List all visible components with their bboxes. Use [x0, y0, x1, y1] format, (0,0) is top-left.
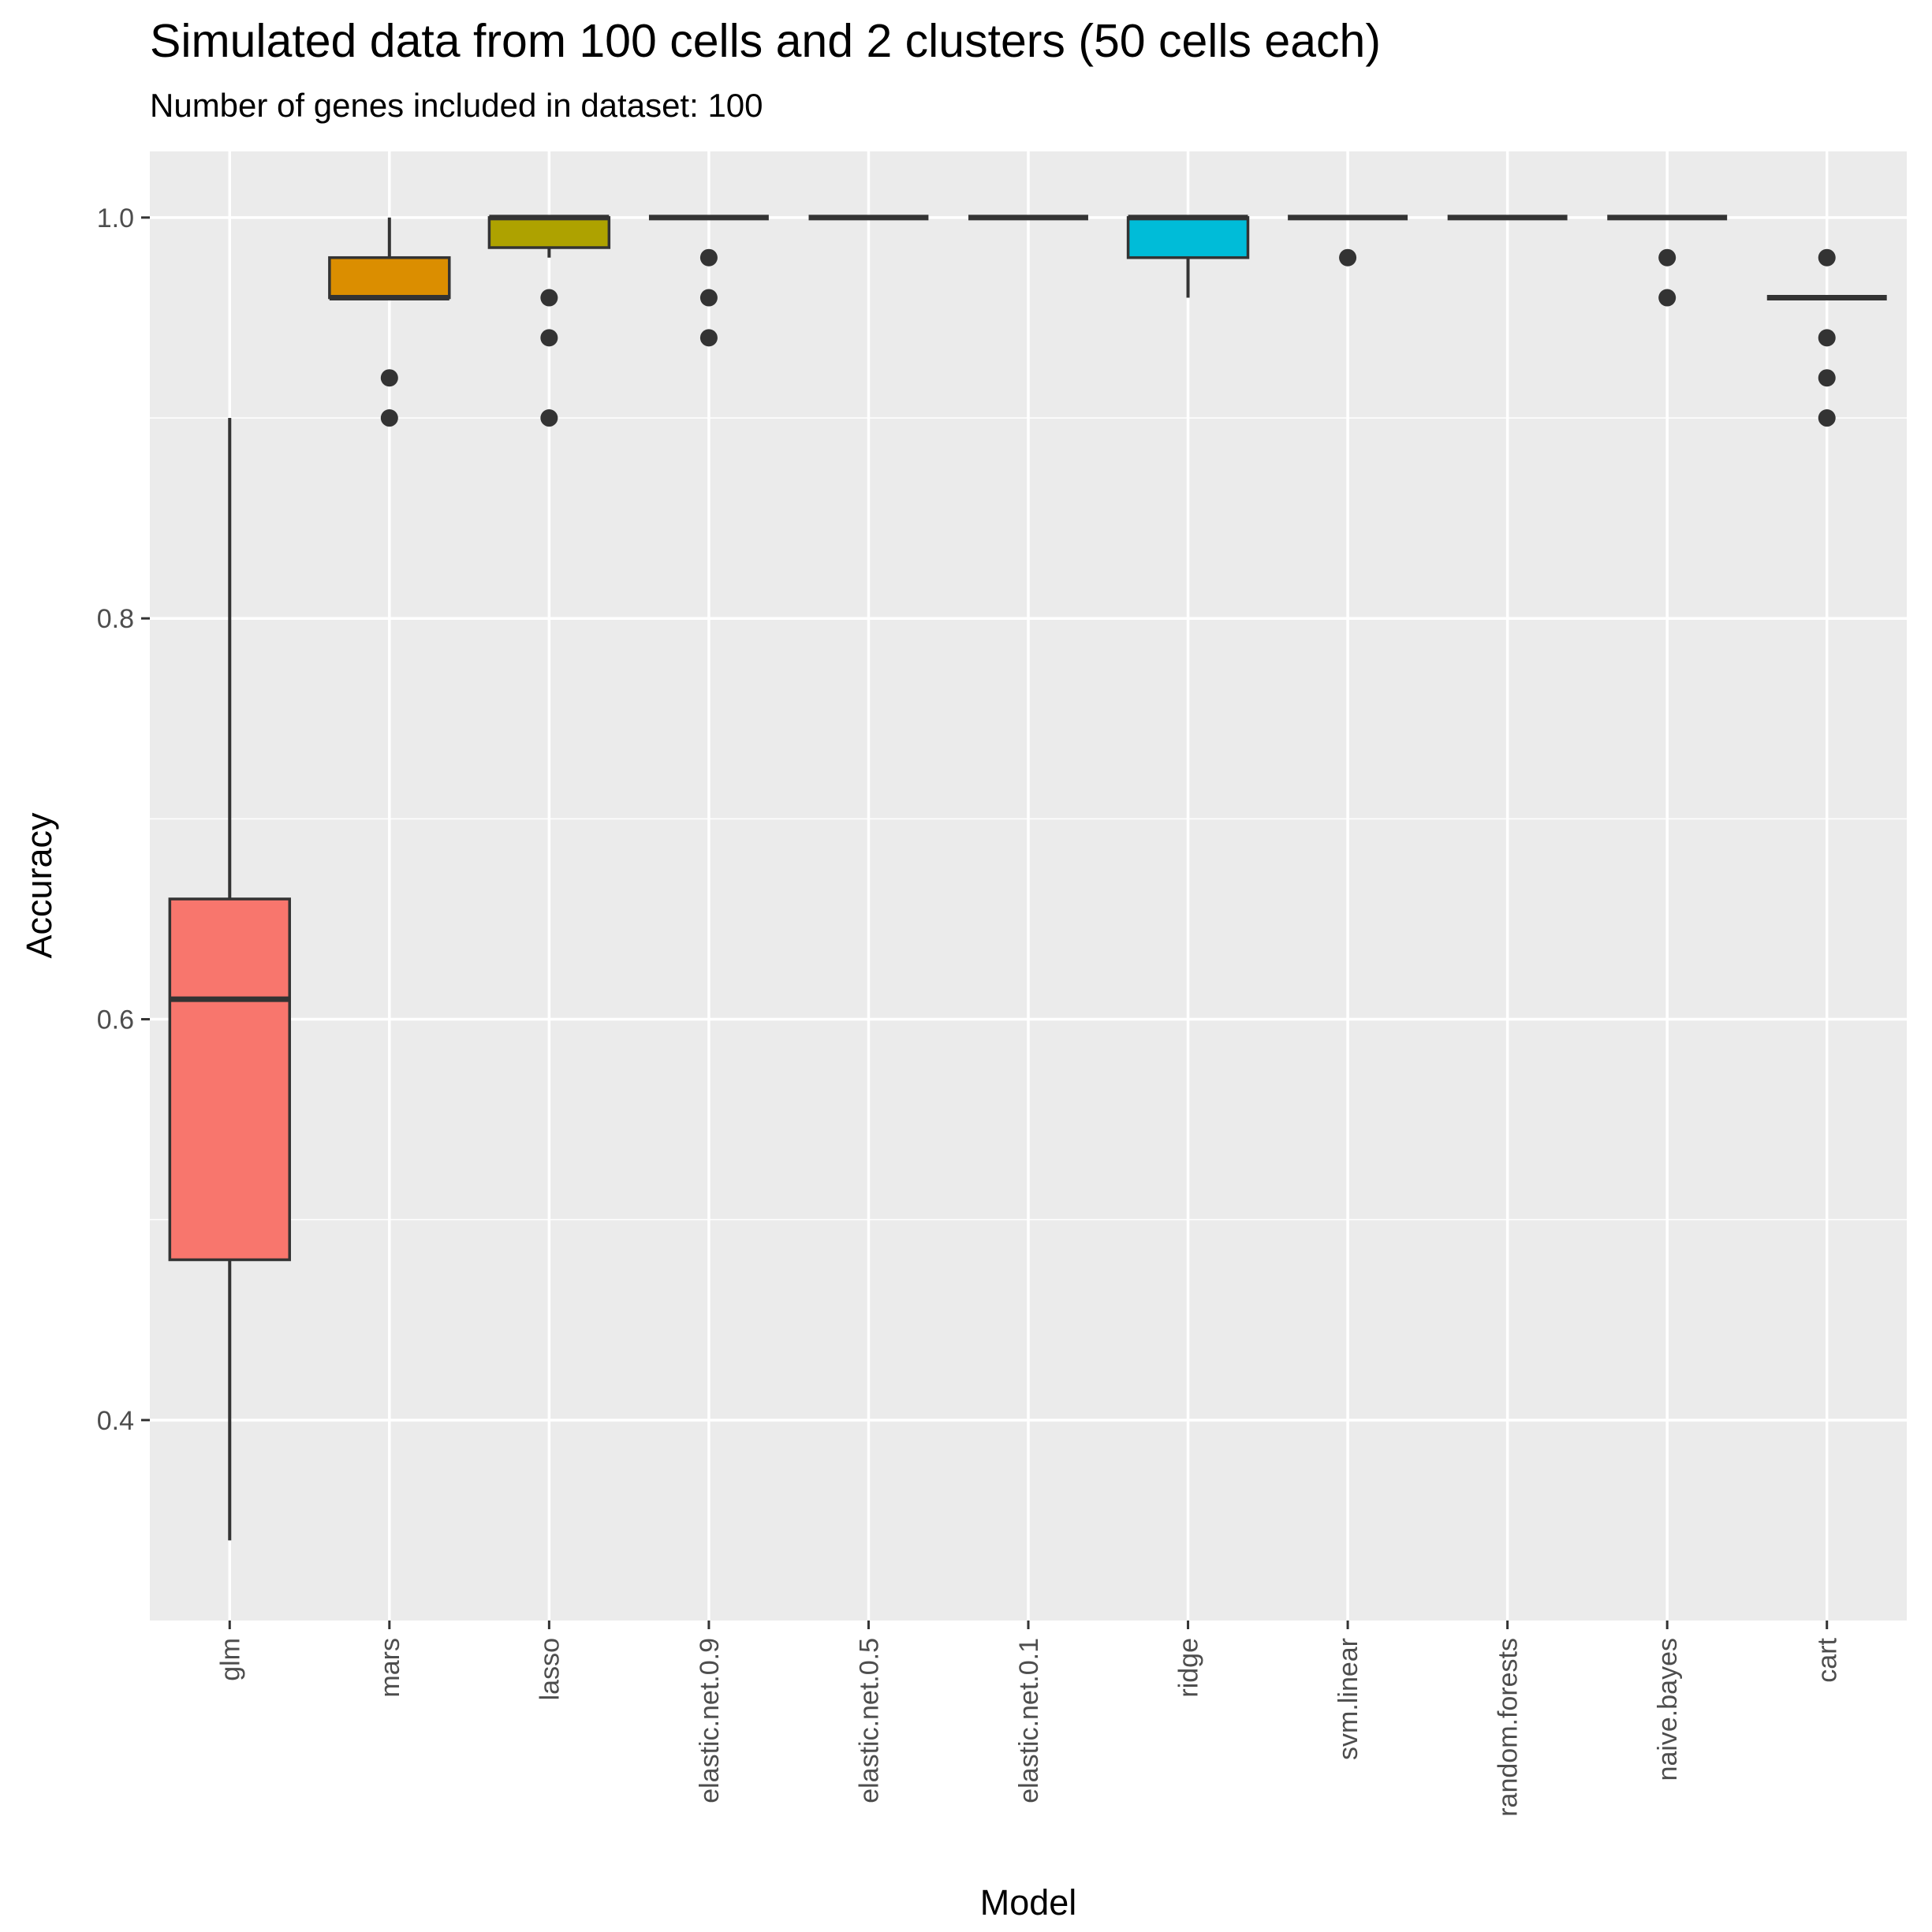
outlier-point: [380, 409, 398, 427]
box-ridge: [1126, 214, 1250, 298]
x-tick-label: glm: [215, 1638, 245, 1681]
boxes: [168, 214, 1887, 1541]
box-cart: [1766, 248, 1887, 427]
x-tick-label: lasso: [535, 1638, 565, 1700]
chart-title: Simulated data from 100 cells and 2 clus…: [150, 15, 1381, 67]
outlier-point: [699, 329, 718, 347]
outlier-point: [1818, 248, 1836, 267]
box-svm.linear: [1288, 214, 1408, 267]
outlier-point: [540, 289, 558, 307]
x-tick-label: cart: [1813, 1637, 1843, 1682]
outlier-point: [1818, 369, 1836, 387]
x-tick-label: elastic.net.0.1: [1014, 1638, 1044, 1803]
y-tick-label: 0.8: [97, 604, 134, 634]
outlier-point: [540, 409, 558, 427]
box-iqr: [328, 255, 451, 300]
x-axis: glm mars lasso elastic.net.0.9 elastic.net.0…: [215, 1621, 1843, 1817]
y-tick-label: 0.4: [97, 1406, 134, 1436]
x-tick-label: naive.bayes: [1653, 1638, 1683, 1781]
outlier-point: [1818, 409, 1836, 427]
box-iqr: [1126, 216, 1250, 259]
outlier-point: [699, 289, 718, 307]
box-mars: [328, 217, 451, 427]
box-elastic.net.0.9: [648, 214, 769, 347]
y-tick-label: 0.6: [97, 1005, 134, 1035]
x-tick-label: elastic.net.0.9: [695, 1638, 725, 1803]
box-lasso: [487, 214, 611, 427]
outlier-point: [1818, 329, 1836, 347]
outlier-point: [1339, 248, 1357, 267]
x-tick-label: random.forests: [1494, 1638, 1524, 1817]
grid-major: [150, 151, 1907, 1621]
outlier-point: [1658, 248, 1677, 267]
y-axis: 0.4 0.6 0.8 1.0: [97, 203, 150, 1436]
x-tick-label: ridge: [1174, 1638, 1204, 1698]
x-tick-label: svm.linear: [1333, 1638, 1363, 1760]
outlier-point: [380, 369, 398, 387]
box-iqr: [487, 216, 611, 249]
x-tick-label: mars: [375, 1638, 405, 1698]
outlier-point: [540, 329, 558, 347]
outlier-point: [699, 248, 718, 267]
y-tick-label: 1.0: [97, 203, 134, 233]
box-glm: [168, 418, 291, 1541]
chart-subtitle: Number of genes included in dataset: 100: [150, 87, 763, 124]
y-axis-title: Accuracy: [19, 812, 59, 959]
box-naive.bayes: [1607, 214, 1728, 307]
x-axis-title: Model: [980, 1882, 1077, 1923]
outlier-point: [1658, 289, 1677, 307]
x-tick-label: elastic.net.0.5: [854, 1638, 884, 1803]
box-iqr: [168, 897, 291, 1262]
